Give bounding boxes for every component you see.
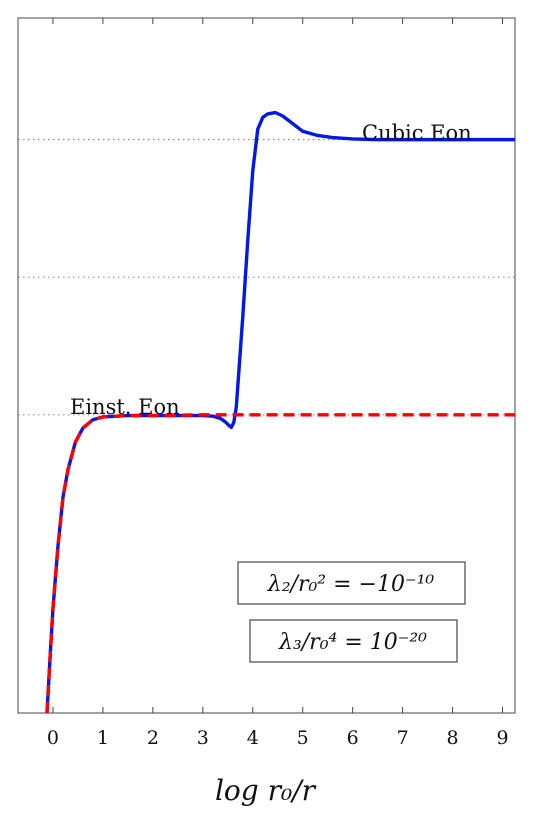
x-tick-label: 5 (297, 727, 309, 749)
x-tick-label: 6 (347, 727, 359, 749)
cubic-eon-label: Cubic Eon (362, 121, 472, 145)
x-tick-label: 1 (97, 727, 109, 749)
series-line-dashed (45, 413, 515, 714)
einst-eon-label: Einst. Eon (70, 395, 180, 419)
plot-frame (17, 17, 516, 714)
x-tick-label: 0 (47, 727, 59, 749)
x-axis-ticks: 0 1 2 3 4 5 6 7 8 9 (47, 18, 509, 749)
x-axis-title: log r₀/r (215, 774, 317, 807)
x-tick-label: 8 (447, 727, 459, 749)
reference-lines (18, 139, 515, 416)
x-tick-label: 3 (197, 727, 209, 749)
lambda3-label: λ₃/r₀⁴ = 10⁻²⁰ (278, 630, 427, 655)
series-layer (45, 110, 515, 714)
lambda2-label: λ₂/r₀² = −10⁻¹⁰ (267, 572, 435, 597)
lambda3-box (249, 619, 458, 663)
x-tick-label: 2 (147, 727, 159, 749)
x-tick-label: 7 (397, 727, 409, 749)
x-tick-label: 4 (247, 727, 259, 749)
lambda2-box (237, 561, 466, 605)
x-tick-label: 9 (496, 727, 508, 749)
